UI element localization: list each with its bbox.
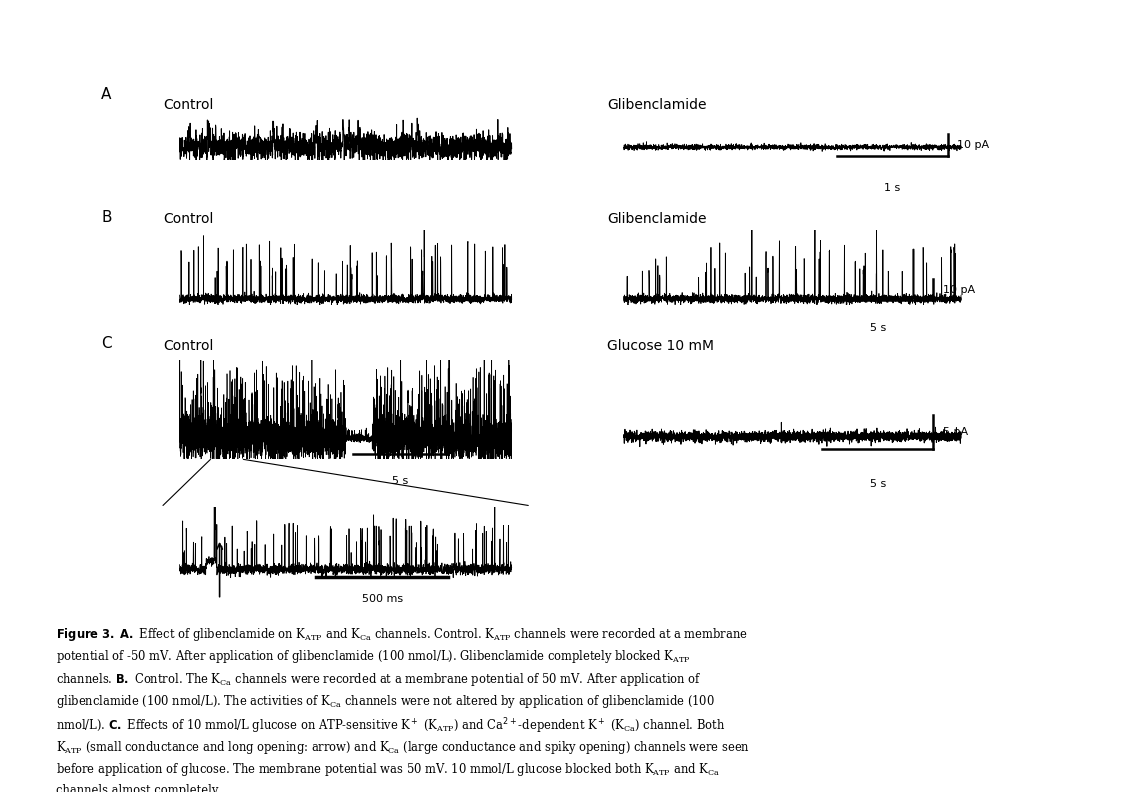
Text: potential of -50 mV. After application of glibenclamide (100 nmol/L). Glibenclam: potential of -50 mV. After application o…	[56, 648, 691, 665]
Text: channels almost completely.: channels almost completely.	[56, 784, 220, 792]
Text: Glucose 10 mM: Glucose 10 mM	[607, 339, 714, 353]
Text: Glibenclamide: Glibenclamide	[607, 98, 707, 112]
Text: B: B	[101, 210, 111, 225]
Text: A: A	[101, 87, 111, 102]
Text: 1 s: 1 s	[885, 183, 900, 193]
Text: nmol/L). $\mathbf{C.}$ Effects of 10 mmol/L glucose on ATP-sensitive K$^+$ (K$_{: nmol/L). $\mathbf{C.}$ Effects of 10 mmo…	[56, 716, 725, 736]
Text: K$_{\mathregular{ATP}}$ (small conductance and long opening: arrow) and K$_{\mat: K$_{\mathregular{ATP}}$ (small conductan…	[56, 738, 750, 756]
Text: 5 pA: 5 pA	[457, 439, 482, 448]
Text: 5 s: 5 s	[392, 476, 408, 486]
Text: Control: Control	[163, 339, 214, 353]
Text: 10 pA: 10 pA	[958, 140, 989, 150]
Text: channels. $\mathbf{B.}$ Control. The K$_{\mathregular{Ca}}$ channels were record: channels. $\mathbf{B.}$ Control. The K$_…	[56, 671, 702, 687]
Text: 5 s: 5 s	[870, 479, 886, 489]
Text: 5 pA: 5 pA	[943, 427, 968, 437]
Text: 500 ms: 500 ms	[362, 594, 402, 604]
Text: 10 pA: 10 pA	[943, 285, 975, 295]
Text: before application of glucose. The membrane potential was 50 mV. 10 mmol/L gluco: before application of glucose. The membr…	[56, 761, 720, 778]
Text: $\mathbf{Figure\ 3.\ A.}$ Effect of glibenclamide on K$_{\mathregular{ATP}}$ and: $\mathbf{Figure\ 3.\ A.}$ Effect of glib…	[56, 626, 749, 642]
Text: 5 s: 5 s	[870, 323, 886, 333]
Text: Glibenclamide: Glibenclamide	[607, 212, 707, 227]
Text: C: C	[101, 337, 111, 352]
Text: Control: Control	[163, 98, 214, 112]
Text: Control: Control	[163, 212, 214, 227]
Text: glibenclamide (100 nmol/L). The activities of K$_{\mathregular{Ca}}$ channels we: glibenclamide (100 nmol/L). The activiti…	[56, 694, 715, 710]
